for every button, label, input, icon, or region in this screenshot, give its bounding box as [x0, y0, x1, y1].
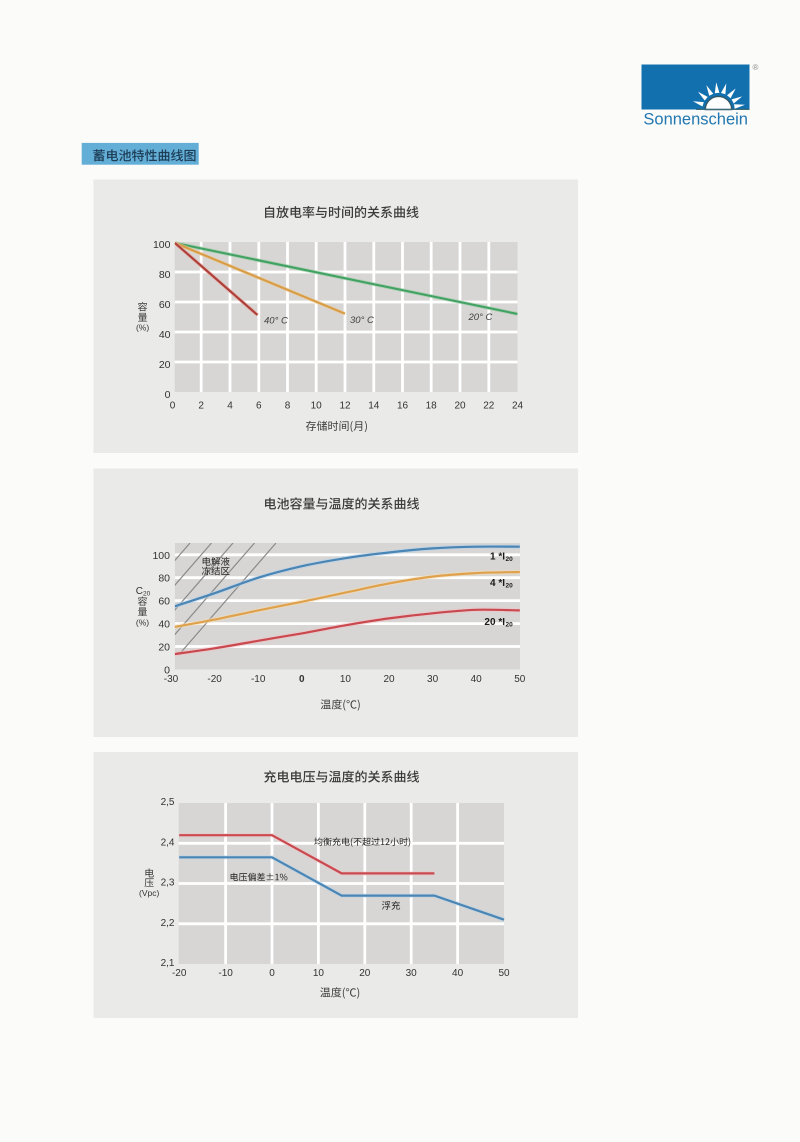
- svg-text:20: 20: [158, 642, 170, 654]
- svg-text:(%): (%): [136, 618, 149, 628]
- svg-text:60: 60: [158, 596, 170, 608]
- svg-text:20: 20: [506, 556, 514, 563]
- svg-text:10: 10: [311, 401, 323, 412]
- svg-text:10: 10: [340, 674, 352, 685]
- svg-text:2,1: 2,1: [161, 958, 175, 969]
- svg-text:2,2: 2,2: [161, 918, 175, 929]
- svg-text:-20: -20: [172, 968, 187, 979]
- svg-text:50: 50: [514, 674, 526, 685]
- svg-text:20: 20: [454, 401, 466, 412]
- svg-text:4: 4: [227, 401, 233, 412]
- svg-text:10: 10: [313, 968, 325, 979]
- svg-text:2,4: 2,4: [161, 838, 175, 849]
- svg-text:0: 0: [170, 401, 176, 412]
- svg-text:100: 100: [152, 550, 170, 562]
- svg-text:24: 24: [512, 401, 524, 412]
- svg-text:40: 40: [159, 329, 171, 341]
- svg-text:18: 18: [426, 401, 438, 412]
- svg-text:-10: -10: [251, 674, 266, 685]
- svg-text:30: 30: [427, 674, 439, 685]
- svg-text:22: 22: [483, 401, 495, 412]
- svg-text:(Vpc): (Vpc): [139, 888, 159, 898]
- svg-text:2,3: 2,3: [161, 878, 175, 889]
- svg-text:60: 60: [159, 299, 171, 311]
- svg-text:20: 20: [159, 359, 171, 371]
- svg-text:20 *I: 20 *I: [484, 617, 505, 628]
- svg-text:20: 20: [506, 622, 514, 629]
- svg-text:0: 0: [164, 665, 170, 677]
- svg-text:40: 40: [452, 968, 464, 979]
- svg-text:C20: C20: [136, 586, 151, 598]
- svg-text:2,5: 2,5: [161, 797, 175, 808]
- svg-text:80: 80: [159, 269, 171, 281]
- svg-text:-10: -10: [218, 968, 233, 979]
- svg-text:6: 6: [256, 401, 262, 412]
- svg-text:14: 14: [368, 401, 380, 412]
- svg-text:-20: -20: [207, 674, 222, 685]
- svg-text:2: 2: [198, 401, 204, 412]
- svg-text:80: 80: [158, 573, 170, 585]
- svg-text:40° C: 40° C: [264, 316, 288, 327]
- svg-text:12: 12: [339, 401, 351, 412]
- svg-text:100: 100: [153, 239, 171, 251]
- svg-text:0: 0: [165, 389, 171, 401]
- svg-text:40: 40: [471, 674, 483, 685]
- svg-text:20: 20: [359, 968, 371, 979]
- svg-text:40: 40: [158, 619, 170, 631]
- svg-text:(%): (%): [136, 323, 149, 333]
- svg-text:0: 0: [269, 968, 275, 979]
- svg-text:20° C: 20° C: [468, 312, 493, 323]
- svg-text:-30: -30: [164, 674, 179, 685]
- svg-text:8: 8: [285, 401, 291, 412]
- svg-text:30: 30: [406, 968, 418, 979]
- svg-text:20: 20: [383, 674, 395, 685]
- svg-text:Sonnenschein: Sonnenschein: [643, 111, 748, 129]
- svg-text:®: ®: [753, 63, 759, 72]
- svg-text:4 *I: 4 *I: [490, 578, 505, 589]
- svg-text:0: 0: [299, 674, 305, 685]
- svg-text:16: 16: [397, 401, 409, 412]
- svg-text:30° C: 30° C: [350, 315, 374, 326]
- svg-text:1 *I: 1 *I: [490, 552, 505, 563]
- svg-text:20: 20: [506, 583, 514, 590]
- svg-text:50: 50: [498, 968, 510, 979]
